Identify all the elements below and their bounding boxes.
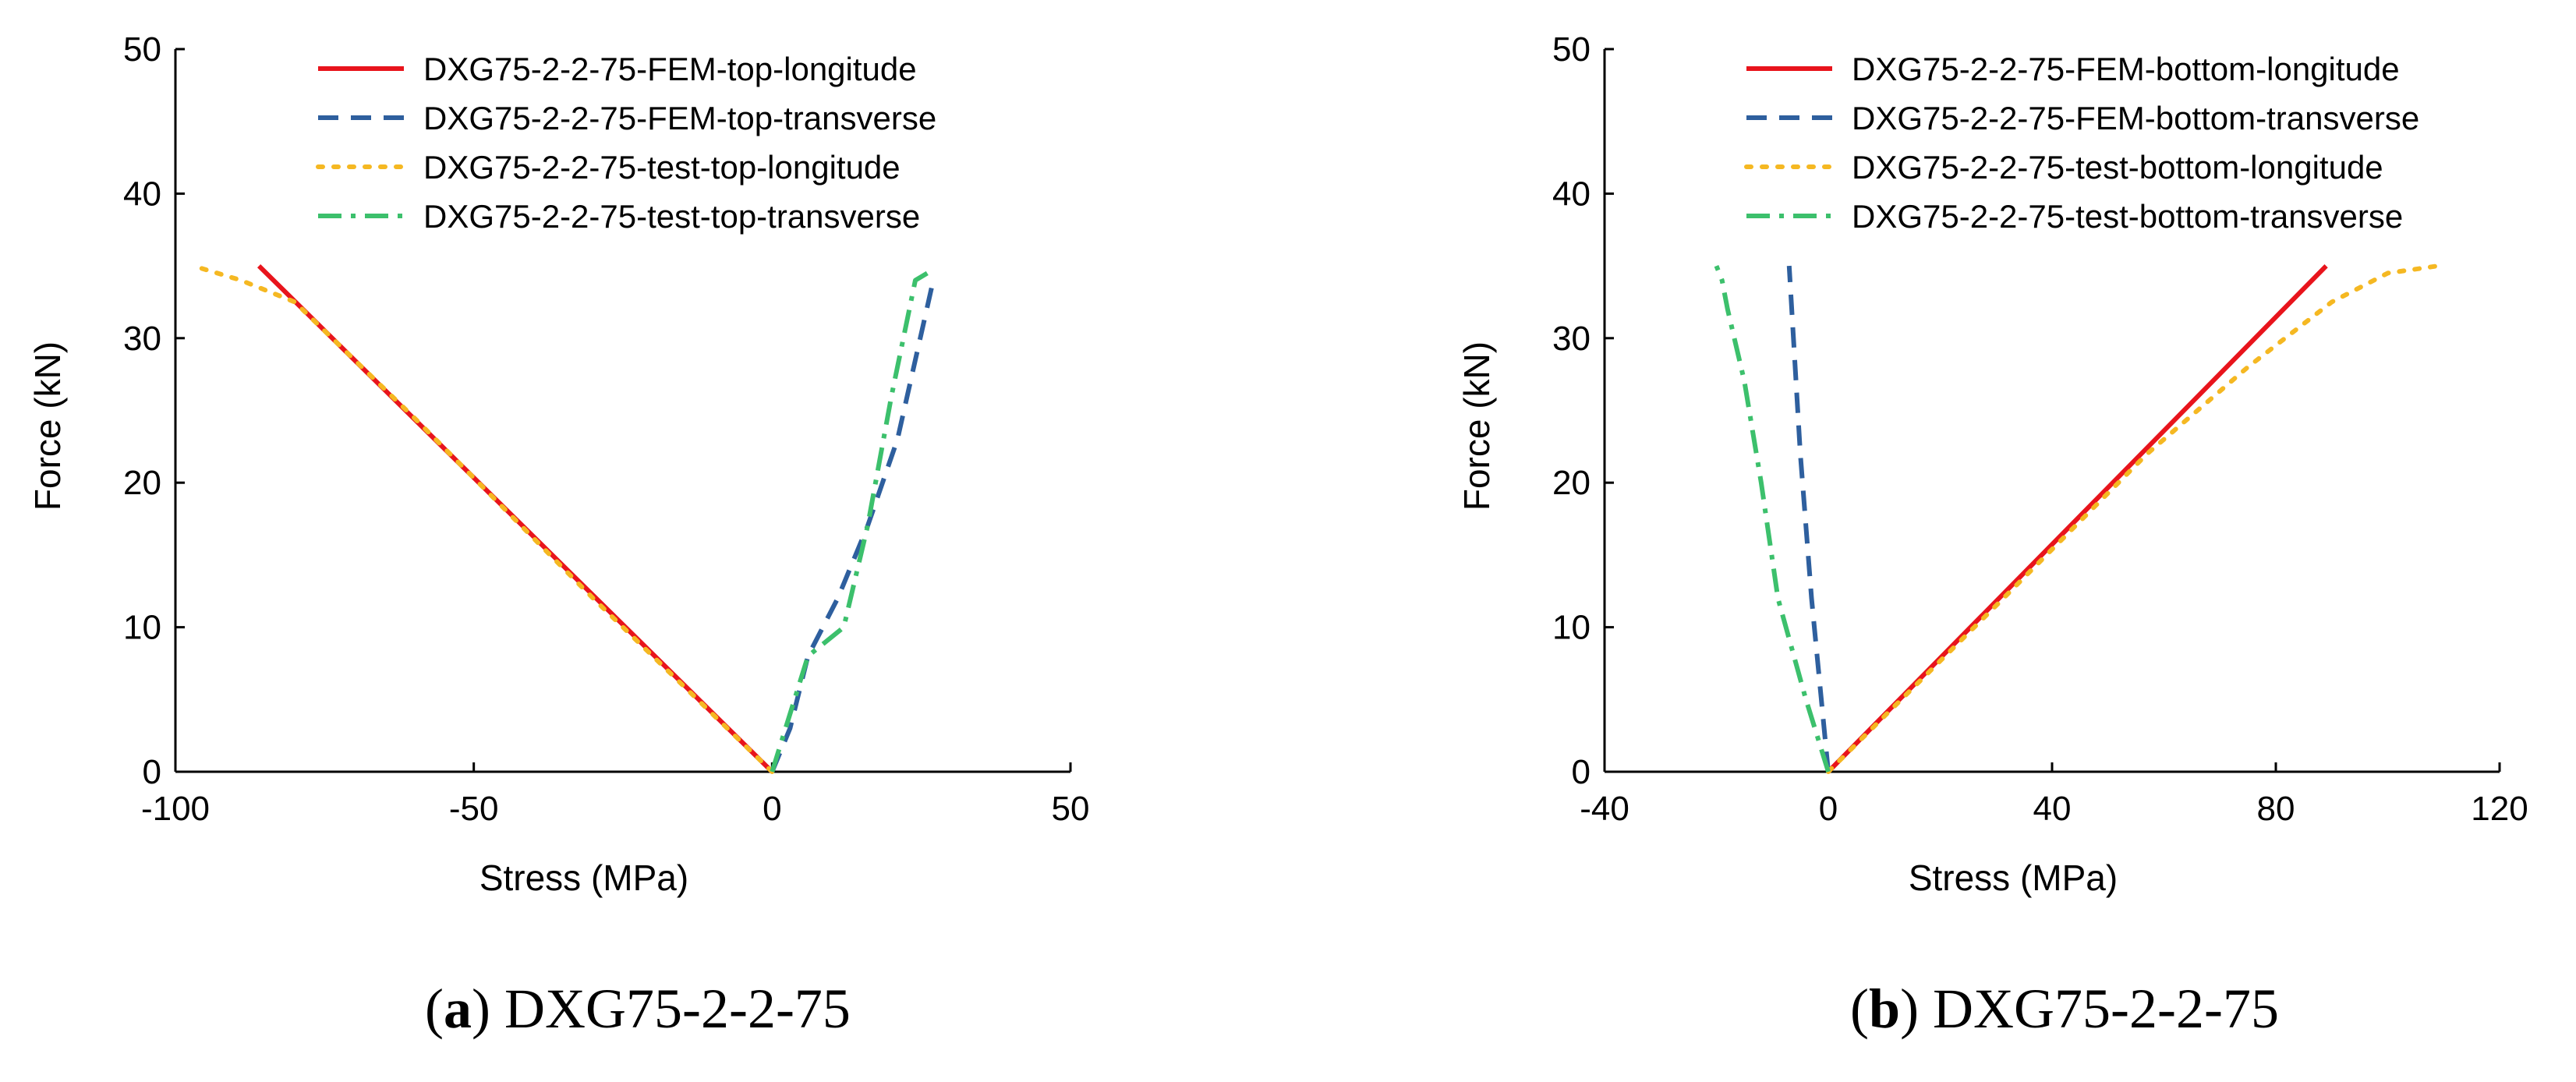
legend-label: DXG75-2-2-75-test-top-transverse	[423, 198, 920, 235]
caption-open-paren: (	[1850, 978, 1869, 1040]
caption-text: DXG75-2-2-75	[504, 978, 851, 1040]
y-tick-label: 0	[1572, 753, 1591, 791]
series-line-dotted	[1826, 263, 2441, 774]
legend-label: DXG75-2-2-75-FEM-top-longitude	[423, 51, 917, 87]
series-line-dashed	[1786, 265, 1831, 773]
caption-letter: b	[1869, 978, 1900, 1040]
x-axis-title: Stress (MPa)	[1909, 857, 2118, 898]
x-axis-title: Stress (MPa)	[479, 857, 688, 898]
x-tick-label: 0	[763, 790, 781, 828]
y-tick-label: 40	[123, 175, 161, 213]
y-tick-label: 20	[123, 464, 161, 502]
legend-label: DXG75-2-2-75-FEM-bottom-transverse	[1852, 100, 2419, 136]
legend: DXG75-2-2-75-FEM-top-longitude DXG75-2-2-…	[316, 51, 936, 235]
y-tick-label: 10	[1552, 609, 1591, 647]
series-line-solid	[1826, 263, 2328, 774]
y-tick-label: 50	[123, 30, 161, 69]
caption-close-paren: )	[472, 978, 504, 1040]
caption-letter: a	[444, 978, 472, 1040]
y-tick-label: 0	[143, 753, 161, 791]
legend-label: DXG75-2-2-75-FEM-bottom-longitude	[1852, 51, 2400, 87]
figure-caption: (a) DXG75-2-2-75	[425, 978, 851, 1040]
legend-label: DXG75-2-2-75-test-top-longitude	[423, 149, 901, 186]
y-tick-label: 40	[1552, 175, 1591, 213]
legend-label: DXG75-2-2-75-test-bottom-longitude	[1852, 149, 2383, 186]
x-tick-label: -50	[449, 790, 499, 828]
y-tick-label: 10	[123, 609, 161, 647]
x-tick-label: 0	[1819, 790, 1838, 828]
caption-text: DXG75-2-2-75	[1933, 978, 2279, 1040]
y-tick-label: 20	[1552, 464, 1591, 502]
caption-close-paren: )	[1900, 978, 1933, 1040]
x-tick-label: 40	[2033, 790, 2072, 828]
chart-a: -100 -50 0 50 0 10 20 30 40 50 Stress (MPa) Force (…	[27, 30, 1089, 1040]
legend: DXG75-2-2-75-FEM-bottom-longitude DXG75-2…	[1744, 51, 2419, 235]
y-axis-title: Force (kN)	[1456, 341, 1497, 511]
x-tick-label: -40	[1580, 790, 1629, 828]
series-line-dashdot	[1714, 265, 1831, 773]
x-tick-label: 120	[2471, 790, 2528, 828]
x-tick-label: -100	[141, 790, 210, 828]
y-tick-label: 30	[1552, 320, 1591, 358]
series-line-dashdot	[770, 270, 929, 773]
series-line-dotted	[191, 263, 775, 774]
caption-open-paren: (	[425, 978, 444, 1040]
legend-label: DXG75-2-2-75-test-bottom-transverse	[1852, 198, 2403, 235]
figure-caption: (b) DXG75-2-2-75	[1850, 978, 2279, 1040]
x-tick-label: 50	[1052, 790, 1090, 828]
y-axis-title: Force (kN)	[27, 341, 68, 511]
series-line-dashed	[770, 279, 936, 773]
x-tick-label: 80	[2257, 790, 2295, 828]
y-tick-label: 50	[1552, 30, 1591, 69]
y-tick-label: 30	[123, 320, 161, 358]
legend-label: DXG75-2-2-75-FEM-top-transverse	[423, 100, 936, 136]
